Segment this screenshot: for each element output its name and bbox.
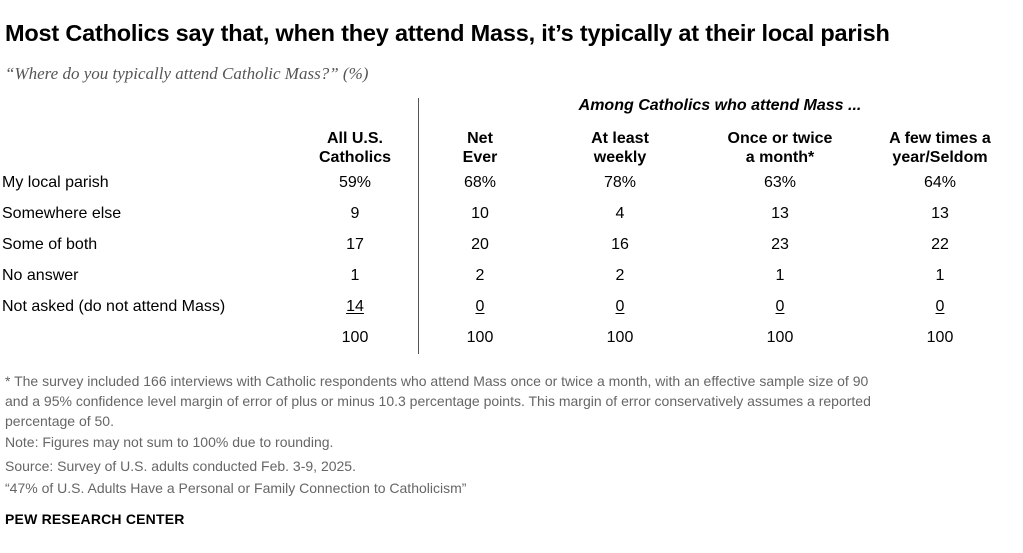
table-cell: 64% bbox=[895, 174, 985, 192]
cell-value: 100 bbox=[926, 329, 954, 346]
footnote-report: “47% of U.S. Adults Have a Personal or F… bbox=[5, 480, 467, 496]
table-cell: 14 bbox=[310, 298, 400, 316]
brand-name: PEW RESEARCH CENTER bbox=[5, 511, 185, 527]
cell-value: 0 bbox=[935, 298, 945, 315]
cell-value: 10 bbox=[471, 205, 489, 222]
table-cell: 2 bbox=[575, 267, 665, 285]
footnote-note: Note: Figures may not sum to 100% due to… bbox=[5, 434, 334, 450]
table-cell: 78% bbox=[575, 174, 665, 192]
table-cell: 1 bbox=[310, 267, 400, 285]
table-cell: 100 bbox=[575, 329, 665, 347]
cell-value: 14 bbox=[346, 298, 364, 315]
table-cell: 0 bbox=[735, 298, 825, 316]
table-cell: 100 bbox=[735, 329, 825, 347]
column-header-line: Catholics bbox=[318, 149, 391, 166]
row-label: Some of both bbox=[2, 236, 98, 253]
cell-value: 1 bbox=[350, 267, 360, 284]
footnote-asterisk-3: percentage of 50. bbox=[5, 413, 114, 429]
column-header-line: a month* bbox=[745, 149, 815, 166]
column-header-line: Ever bbox=[462, 149, 498, 166]
cell-value: 4 bbox=[615, 205, 625, 222]
cell-value: 1 bbox=[775, 267, 785, 284]
table-cell: 100 bbox=[435, 329, 525, 347]
footnote-asterisk-1: * The survey included 166 interviews wit… bbox=[5, 373, 869, 389]
column-header-1: All U.S. Catholics bbox=[275, 129, 435, 167]
row-label: Somewhere else bbox=[2, 205, 122, 222]
column-header-line: At least bbox=[591, 130, 649, 147]
cell-value: 13 bbox=[771, 205, 789, 222]
cell-value: 9 bbox=[350, 205, 360, 222]
column-header-2: Net Ever bbox=[400, 129, 560, 167]
table-cell: 0 bbox=[435, 298, 525, 316]
table-cell: 22 bbox=[895, 236, 985, 254]
cell-value: 13 bbox=[931, 205, 949, 222]
table-cell: 4 bbox=[575, 205, 665, 223]
cell-value: 100 bbox=[766, 329, 794, 346]
cell-value: 2 bbox=[475, 267, 485, 284]
column-header-line: A few times a bbox=[889, 130, 991, 147]
table-cell: 20 bbox=[435, 236, 525, 254]
table-cell: 100 bbox=[895, 329, 985, 347]
cell-value: 20 bbox=[471, 236, 489, 253]
table-cell: 59% bbox=[310, 174, 400, 192]
table-cell: 63% bbox=[735, 174, 825, 192]
cell-value: 1 bbox=[935, 267, 945, 284]
cell-value: 100 bbox=[606, 329, 634, 346]
table-cell: 2 bbox=[435, 267, 525, 285]
cell-value: 100 bbox=[466, 329, 494, 346]
cell-value: 63% bbox=[763, 174, 797, 191]
cell-value: 64% bbox=[923, 174, 957, 191]
cell-value: 16 bbox=[611, 236, 629, 253]
table-cell: 0 bbox=[895, 298, 985, 316]
cell-value: 0 bbox=[475, 298, 485, 315]
table-cell: 100 bbox=[310, 329, 400, 347]
cell-value: 2 bbox=[615, 267, 625, 284]
table-cell: 68% bbox=[435, 174, 525, 192]
column-header-line: Net bbox=[467, 130, 493, 147]
table-cell: 23 bbox=[735, 236, 825, 254]
column-header-line: year/Seldom bbox=[892, 149, 988, 166]
row-label: No answer bbox=[2, 267, 79, 284]
row-label: Not asked (do not attend Mass) bbox=[2, 298, 226, 315]
column-divider bbox=[418, 98, 419, 354]
cell-value: 0 bbox=[775, 298, 785, 315]
table-cell: 13 bbox=[735, 205, 825, 223]
footnote-asterisk-2: and a 95% confidence level margin of err… bbox=[5, 393, 871, 409]
chart-title: Most Catholics say that, when they atten… bbox=[5, 20, 890, 46]
cell-value: 78% bbox=[603, 174, 637, 191]
table-cell: 17 bbox=[310, 236, 400, 254]
group-header: Among Catholics who attend Mass ... bbox=[578, 97, 862, 114]
table-cell: 1 bbox=[895, 267, 985, 285]
cell-value: 23 bbox=[771, 236, 789, 253]
table-cell: 16 bbox=[575, 236, 665, 254]
column-header-3: At least weekly bbox=[540, 129, 700, 167]
footnote-source: Source: Survey of U.S. adults conducted … bbox=[5, 458, 356, 474]
cell-value: 68% bbox=[463, 174, 497, 191]
table-cell: 0 bbox=[575, 298, 665, 316]
table-cell: 9 bbox=[310, 205, 400, 223]
column-header-5: A few times a year/Seldom bbox=[860, 129, 1020, 167]
cell-value: 59% bbox=[338, 174, 372, 191]
column-header-line: Once or twice bbox=[727, 130, 833, 147]
chart-subtitle: “Where do you typically attend Catholic … bbox=[5, 64, 369, 83]
cell-value: 100 bbox=[341, 329, 369, 346]
table-cell: 10 bbox=[435, 205, 525, 223]
column-header-4: Once or twice a month* bbox=[700, 129, 860, 167]
column-header-line: All U.S. bbox=[326, 130, 383, 147]
row-label: My local parish bbox=[2, 174, 109, 191]
column-header-line: weekly bbox=[593, 149, 647, 166]
cell-value: 22 bbox=[931, 236, 949, 253]
cell-value: 17 bbox=[346, 236, 364, 253]
cell-value: 0 bbox=[615, 298, 625, 315]
table-cell: 13 bbox=[895, 205, 985, 223]
table-cell: 1 bbox=[735, 267, 825, 285]
